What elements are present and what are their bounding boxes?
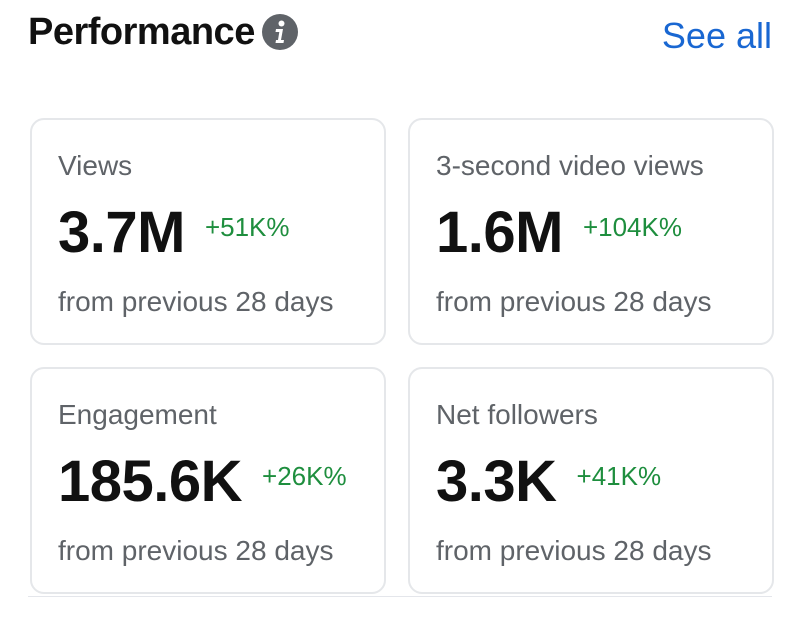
- metric-value: 1.6M: [436, 200, 563, 265]
- info-icon[interactable]: [261, 13, 299, 51]
- metric-value: 185.6K: [58, 449, 243, 514]
- metric-change: +41K%: [576, 461, 662, 491]
- metric-period: from previous 28 days: [58, 286, 334, 317]
- metric-period: from previous 28 days: [58, 535, 334, 566]
- page-title: Performance: [28, 11, 255, 53]
- metric-change: +26K%: [262, 461, 347, 491]
- metric-label: Engagement: [58, 399, 217, 430]
- metric-change: +51K%: [204, 212, 290, 242]
- metric-value-row: 3.3K +41K%: [436, 449, 772, 515]
- metric-period: from previous 28 days: [436, 535, 712, 566]
- metric-card-3-second-video-views[interactable]: 3-second video views 1.6M +104K% from pr…: [408, 118, 774, 345]
- performance-header: Performance See all: [28, 6, 772, 62]
- metric-value-row: 3.7M +51K%: [58, 200, 384, 266]
- section-divider: [28, 596, 772, 597]
- title-group: Performance: [28, 10, 299, 54]
- see-all-link[interactable]: See all: [661, 15, 772, 56]
- metrics-grid: Views 3.7M +51K% from previous 28 days 3…: [30, 118, 774, 594]
- metric-card-net-followers[interactable]: Net followers 3.3K +41K% from previous 2…: [408, 367, 774, 594]
- metric-label: Net followers: [436, 399, 598, 430]
- metric-value: 3.3K: [436, 449, 557, 514]
- metric-label: Views: [58, 150, 133, 181]
- metric-value-row: 185.6K +26K%: [58, 449, 384, 515]
- metric-value-row: 1.6M +104K%: [436, 200, 772, 266]
- metric-value: 3.7M: [58, 200, 185, 265]
- metric-card-views[interactable]: Views 3.7M +51K% from previous 28 days: [30, 118, 386, 345]
- metric-change: +104K%: [582, 212, 682, 242]
- metric-card-engagement[interactable]: Engagement 185.6K +26K% from previous 28…: [30, 367, 386, 594]
- metric-period: from previous 28 days: [436, 286, 712, 317]
- metric-label: 3-second video views: [436, 150, 704, 181]
